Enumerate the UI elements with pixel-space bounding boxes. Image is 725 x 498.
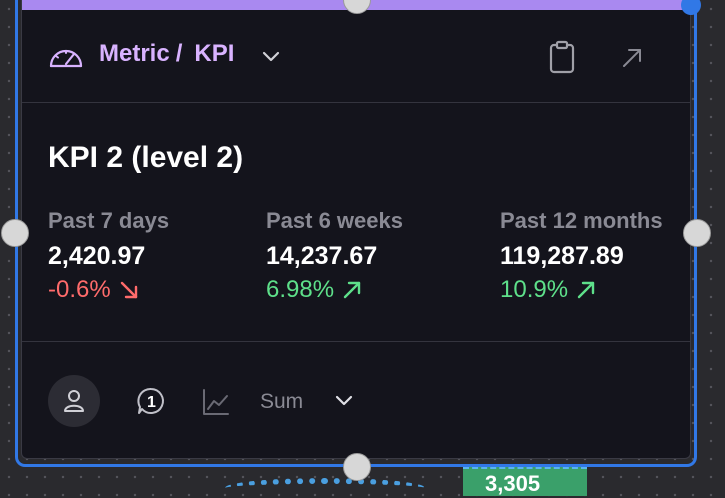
- chevron-down-icon[interactable]: [260, 50, 282, 64]
- stat-past-6-weeks: Past 6 weeks 14,237.67 6.98%: [266, 208, 403, 304]
- user-icon: [64, 390, 84, 412]
- stat-change: -0.6%: [48, 276, 169, 304]
- clipboard-icon[interactable]: [548, 40, 576, 74]
- owner-avatar-button[interactable]: [48, 375, 100, 427]
- breadcrumb[interactable]: Metric / KPI: [99, 40, 234, 68]
- stat-past-7-days: Past 7 days 2,420.97 -0.6%: [48, 208, 169, 304]
- stat-change-value: -0.6%: [48, 276, 111, 303]
- resize-handle-left[interactable]: [1, 219, 29, 247]
- stat-label: Past 6 weeks: [266, 208, 403, 233]
- gauge-icon: [49, 49, 83, 68]
- kpi-title: KPI 2 (level 2): [48, 141, 244, 174]
- connector-arc: [225, 478, 425, 498]
- stat-value: 119,287.89: [500, 242, 624, 270]
- stat-change-value: 6.98%: [266, 276, 335, 303]
- stat-change: 10.9%: [500, 276, 663, 304]
- breadcrumb-separator: /: [175, 40, 183, 67]
- arrow-up-right-icon: [343, 281, 361, 299]
- stat-change: 6.98%: [266, 276, 403, 304]
- expand-arrow-icon[interactable]: [620, 46, 644, 70]
- neighbor-widget-value: 3,305: [485, 471, 541, 496]
- resize-handle-corner[interactable]: [681, 0, 701, 15]
- chevron-down-icon[interactable]: [333, 394, 355, 408]
- aggregation-select-label[interactable]: Sum: [260, 390, 304, 413]
- resize-handle-bottom[interactable]: [343, 453, 371, 481]
- comment-count-icon: 1: [137, 387, 164, 414]
- stat-label: Past 7 days: [48, 208, 170, 233]
- comments-badge-button[interactable]: 1: [136, 386, 166, 416]
- arrow-up-right-icon: [577, 281, 595, 299]
- resize-handle-right[interactable]: [683, 219, 711, 247]
- card-header: Metric / KPI: [22, 10, 690, 103]
- kpi-card[interactable]: Metric / KPI KPI 2 (level 2) Past 7 days…: [21, 0, 691, 459]
- stat-value: 2,420.97: [48, 242, 146, 270]
- breadcrumb-parent[interactable]: Metric: [99, 40, 170, 67]
- comment-count: 1: [147, 394, 156, 411]
- footer-divider: [22, 341, 690, 342]
- line-chart-icon[interactable]: [202, 388, 230, 416]
- arrow-down-right-icon: [120, 281, 137, 299]
- stat-past-12-months: Past 12 months 119,287.89 10.9%: [500, 208, 663, 304]
- stat-change-value: 10.9%: [500, 276, 569, 303]
- breadcrumb-current[interactable]: KPI: [194, 40, 235, 67]
- neighbor-widget[interactable]: 3,305: [463, 466, 587, 496]
- stat-label: Past 12 months: [500, 208, 663, 233]
- stat-value: 14,237.67: [266, 242, 378, 270]
